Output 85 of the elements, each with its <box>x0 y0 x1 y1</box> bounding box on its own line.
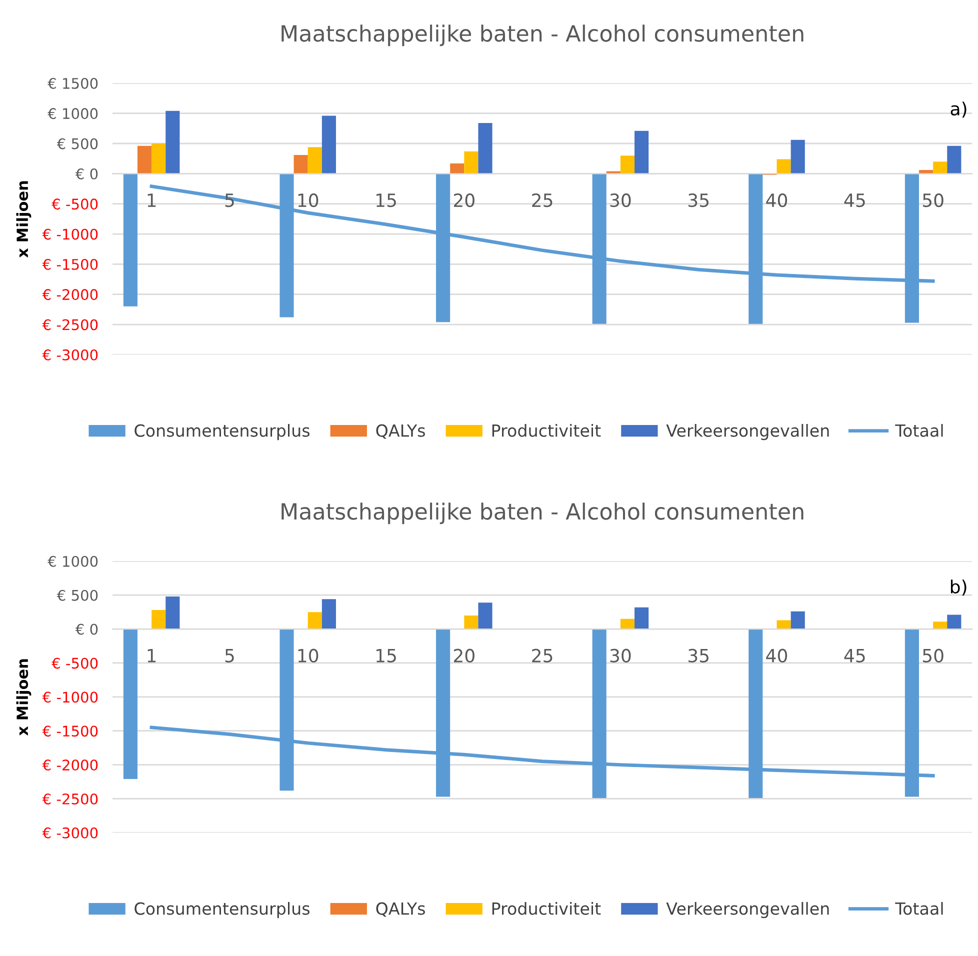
bar <box>308 612 322 630</box>
x-tick-label: 25 <box>532 193 552 208</box>
x-tick-label: 40 <box>766 648 788 662</box>
y-tick-label: € 1000 <box>48 108 98 120</box>
x-tick-label: 50 <box>922 193 944 208</box>
y-tick-label: € 0 <box>75 624 98 635</box>
bar <box>790 140 805 174</box>
legend-label: Verkeersongevallen <box>666 902 829 918</box>
y-tick-label: € -1500 <box>42 726 98 737</box>
legend-label: QALYs <box>376 902 425 917</box>
chart-title: Maatschappelijke baten - Alcohol consumenten <box>282 502 804 524</box>
annotation: b) <box>950 580 966 596</box>
bar <box>634 130 649 174</box>
bar <box>620 618 635 630</box>
y-tick-label: € -3000 <box>42 349 98 360</box>
x-tick-label: 45 <box>844 194 865 208</box>
y-tick-label: € -2000 <box>42 289 98 300</box>
bar <box>294 154 308 174</box>
x-tick-label: 50 <box>922 648 944 662</box>
annotation: a) <box>950 102 966 118</box>
bar <box>478 602 492 630</box>
x-tick-label: 15 <box>376 194 396 208</box>
y-axis-title: x Miljoen <box>16 181 32 258</box>
bar <box>776 159 791 174</box>
bar <box>123 174 138 306</box>
bar <box>947 146 962 174</box>
bar <box>450 163 464 174</box>
y-tick-label: € -2500 <box>42 793 98 804</box>
legend-label: Totaal <box>895 424 943 437</box>
y-tick-label: € -3000 <box>42 827 98 838</box>
bar <box>947 614 962 630</box>
bar <box>933 162 948 174</box>
bar <box>464 615 478 630</box>
y-tick-label: € -500 <box>52 658 98 669</box>
bar <box>776 620 791 630</box>
y-tick-label: € -2000 <box>42 760 98 771</box>
x-tick-label: 30 <box>610 648 631 662</box>
bar <box>464 151 478 174</box>
y-tick-label: € -1000 <box>42 228 98 240</box>
x-tick-label: 15 <box>376 649 396 662</box>
x-tick-label: 20 <box>454 648 474 662</box>
bar <box>790 611 805 630</box>
chart-title: Maatschappelijke baten - Alcohol consumenten <box>282 24 804 46</box>
bar <box>166 596 180 630</box>
y-tick-label: € -2500 <box>42 319 98 330</box>
bar <box>933 622 948 630</box>
legend-label: Productiviteit <box>492 902 601 915</box>
x-tick-label: 40 <box>766 193 788 208</box>
bar <box>308 147 322 174</box>
bar <box>123 629 138 780</box>
x-tick-label: 5 <box>225 649 234 662</box>
x-tick-label: 35 <box>688 648 709 662</box>
bar <box>152 610 166 630</box>
y-tick-label: € 1000 <box>48 556 98 567</box>
legend-label: Consumentensurplus <box>134 424 310 440</box>
bar <box>152 144 166 174</box>
x-tick-label: 1 <box>148 649 156 662</box>
x-tick-label: 45 <box>844 649 865 662</box>
y-tick-label: € 500 <box>56 138 98 150</box>
x-tick-label: 25 <box>532 648 552 662</box>
x-tick-label: 10 <box>298 193 318 208</box>
y-axis-title: x Miljoen <box>16 659 32 736</box>
y-tick-label: € -1500 <box>42 258 98 270</box>
y-tick-label: € -500 <box>52 198 98 210</box>
legend-label: Productiviteit <box>492 424 601 437</box>
y-tick-label: € 0 <box>75 168 98 180</box>
bar <box>166 110 180 174</box>
legend-label: Consumentensurplus <box>134 902 310 918</box>
legend-label: Verkeersongevallen <box>666 424 829 440</box>
bar <box>322 116 336 174</box>
legend-label: Totaal <box>895 902 943 915</box>
legend-label: QALYs <box>376 424 425 439</box>
y-tick-label: € 500 <box>56 590 98 601</box>
x-tick-label: 20 <box>454 193 474 208</box>
x-tick-label: 10 <box>298 648 318 662</box>
y-tick-label: € -1000 <box>42 692 98 703</box>
y-tick-label: € 1500 <box>48 78 98 89</box>
bar <box>322 599 336 630</box>
x-tick-label: 35 <box>688 193 709 208</box>
bar <box>634 607 649 630</box>
bar <box>620 156 635 174</box>
x-tick-label: 30 <box>610 193 631 208</box>
x-tick-label: 1 <box>148 194 156 207</box>
bar <box>478 122 492 174</box>
bar <box>137 146 152 174</box>
